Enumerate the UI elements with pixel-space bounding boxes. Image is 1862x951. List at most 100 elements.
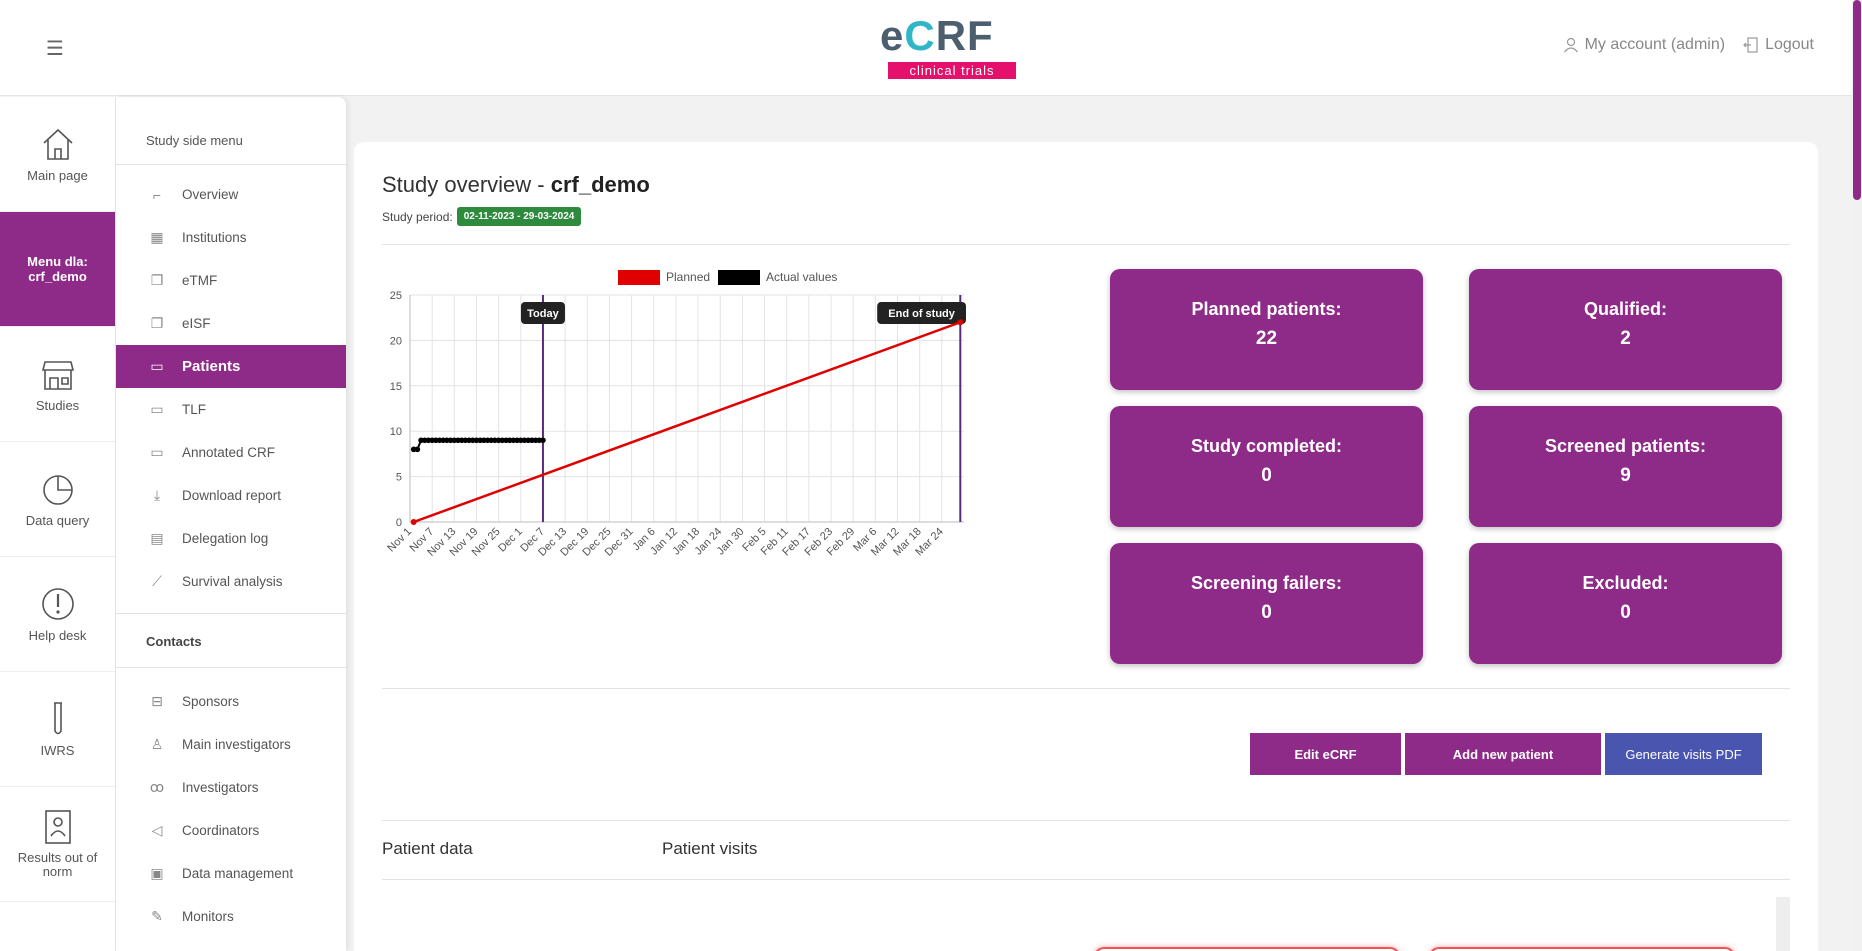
- sidebar-item-main-investigators[interactable]: ♙ Main investigators: [116, 723, 346, 766]
- briefcase-icon: ⊟: [151, 693, 163, 709]
- pie-icon: [42, 474, 73, 505]
- add-new-patient-button[interactable]: Add new patient: [1405, 733, 1601, 775]
- stat-value: 2: [1620, 328, 1631, 349]
- legend-swatch: [718, 270, 760, 285]
- rail-label: Data query: [25, 512, 90, 528]
- rail-label: Results out of norm: [17, 850, 98, 879]
- generate-visits-pdf-button[interactable]: Generate visits PDF: [1605, 733, 1762, 775]
- test-tube-icon: [53, 701, 62, 734]
- sidebar-item-download-report[interactable]: ⤓ Download report: [116, 474, 346, 517]
- ecrf-logo[interactable]: eCRF clinical trials: [880, 12, 1018, 80]
- sidebar-item-institutions[interactable]: ▦ Institutions: [116, 216, 346, 259]
- rail-label: Studies: [35, 397, 80, 413]
- y-tick-label: 25: [390, 290, 402, 302]
- rail-item-data-query[interactable]: Data query: [0, 442, 115, 557]
- sidebar-item-annotated-crf[interactable]: ▭ Annotated CRF: [116, 431, 346, 474]
- user-icon: ♙: [150, 736, 164, 752]
- inbox-icon: ▣: [150, 865, 164, 881]
- tab-patient-data[interactable]: Patient data: [382, 839, 473, 858]
- stat-value: 0: [1261, 465, 1272, 486]
- logo-wordmark: eCRF: [880, 12, 994, 59]
- study-overview-card: Study overview - crf_demo Study period: …: [354, 142, 1818, 951]
- sidebar-item-patients[interactable]: ▭ Patients: [116, 345, 346, 388]
- rail-item-iwrs[interactable]: IWRS: [0, 672, 115, 787]
- stat-card-qualified: Qualified: 2: [1469, 269, 1782, 390]
- rail-item-main-page[interactable]: Main page: [0, 97, 115, 212]
- edit-ecrf-button[interactable]: Edit eCRF: [1250, 733, 1401, 775]
- page-scrollbar[interactable]: [1852, 0, 1862, 951]
- monitor-icon: ▭: [150, 444, 164, 460]
- page-title: Study overview - crf_demo: [382, 172, 650, 197]
- rail-item-results-out-of-norm[interactable]: Results out of norm: [0, 787, 115, 902]
- study-period-badge: 02-11-2023 - 29-03-2024: [456, 207, 582, 226]
- data-point: [957, 319, 964, 326]
- report-icon: [44, 810, 71, 844]
- rail-label: Menu dla: crf_demo: [27, 254, 88, 284]
- sidebar-item-tlf[interactable]: ▭ TLF: [116, 388, 346, 431]
- panel-card-peek: [1429, 947, 1735, 951]
- rail-item-study-menu[interactable]: Menu dla: crf_demo: [0, 212, 115, 327]
- logout-link[interactable]: Logout: [1743, 36, 1814, 54]
- study-period: Study period: 02-11-2023 - 29-03-2024: [382, 207, 582, 226]
- stat-value: 0: [1261, 602, 1272, 623]
- sidebar-item-investigators[interactable]: ꝏ Investigators: [149, 779, 259, 795]
- stat-label: Planned patients:: [1191, 299, 1342, 319]
- documents-icon: ❐: [150, 272, 164, 288]
- pen-icon: ✎: [151, 908, 163, 924]
- divider: [382, 244, 1790, 245]
- rail-item-help-desk[interactable]: Help desk: [0, 557, 115, 672]
- rail-label: Main page: [27, 167, 88, 183]
- annotation-box: [877, 302, 966, 324]
- scrollbar-thumb[interactable]: [1853, 0, 1861, 200]
- data-point: [540, 437, 546, 444]
- study-name: crf_demo: [550, 172, 650, 197]
- sidebar-item-monitors[interactable]: ✎ Monitors: [116, 895, 346, 938]
- stat-label: Qualified:: [1583, 299, 1667, 319]
- y-tick-label: 15: [390, 381, 402, 393]
- download-icon: ⤓: [153, 487, 161, 503]
- my-account-label: My account (admin): [1584, 36, 1726, 53]
- data-point: [410, 519, 417, 525]
- sidebar-item-survival-analysis[interactable]: ⟋ Survival analysis: [116, 560, 346, 603]
- tab-patient-visits[interactable]: Patient visits: [662, 839, 758, 858]
- divider: [382, 688, 1790, 689]
- sidebar-item-coordinators[interactable]: ◁ Coordinators: [116, 809, 346, 852]
- x-tick-label: Dec 1: [496, 526, 525, 555]
- sidebar-item-eisf[interactable]: ❐ eISF: [116, 302, 346, 345]
- my-account-link[interactable]: My account (admin): [1563, 36, 1726, 54]
- hamburger-menu-icon[interactable]: ☰: [46, 38, 64, 60]
- clipboard-icon: ▤: [150, 530, 164, 546]
- inner-scrollbar[interactable]: [1776, 897, 1790, 951]
- top-header: ☰ eCRF clinical trials My account (admin…: [0, 0, 1862, 96]
- study-period-label: Study period:: [382, 209, 453, 224]
- monitor-icon: ▭: [150, 401, 164, 417]
- stat-card-screening-failers: Screening failers: 0: [1110, 543, 1423, 664]
- legend-swatch: [618, 270, 660, 285]
- sidebar-item-data-management[interactable]: ▣ Data management: [116, 852, 346, 895]
- side-menu-heading: Study side menu: [116, 97, 346, 165]
- sidebar-item-overview[interactable]: ⌐ Overview: [116, 173, 346, 216]
- annotation-label: Today: [527, 308, 559, 320]
- logo-tagline: clinical trials: [888, 62, 1016, 79]
- rail-item-studies[interactable]: Studies: [0, 327, 115, 442]
- main-nav-rail: Main page Menu dla: crf_demo Studies Dat…: [0, 97, 116, 951]
- stat-value: 22: [1255, 328, 1278, 349]
- legend-label: Actual values: [766, 270, 837, 284]
- stat-card-excluded: Excluded: 0: [1469, 543, 1782, 664]
- documents-icon: ❐: [150, 315, 164, 331]
- rail-label: Help desk: [28, 627, 87, 643]
- stethoscope-icon: ꝏ: [149, 779, 165, 795]
- line-chart-icon: ⟋: [152, 573, 162, 589]
- stat-label: Study completed:: [1190, 436, 1342, 456]
- stat-card-completed: Study completed: 0: [1110, 406, 1423, 527]
- logout-label: Logout: [1765, 36, 1814, 53]
- logout-icon: [1743, 37, 1758, 53]
- sidebar-item-sponsors[interactable]: ⊟ Sponsors: [116, 680, 346, 723]
- sidebar-item-etmf[interactable]: ❐ eTMF: [116, 259, 346, 302]
- stat-value: 9: [1620, 465, 1631, 486]
- legend-label: Planned: [666, 270, 710, 284]
- sidebar-item-delegation-log[interactable]: ▤ Delegation log: [116, 517, 346, 560]
- divider: [382, 879, 1790, 880]
- contacts-heading: Contacts: [116, 613, 346, 668]
